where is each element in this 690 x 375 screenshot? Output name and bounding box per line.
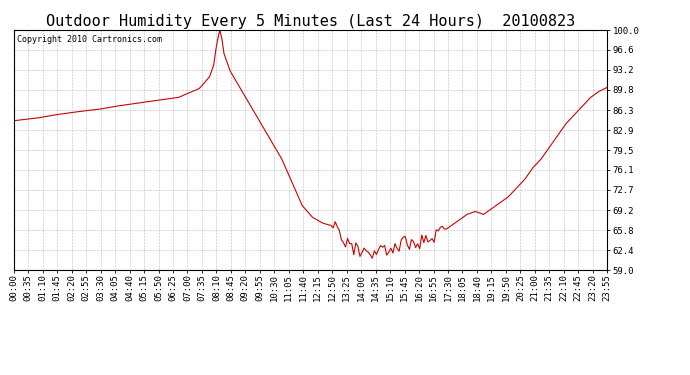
Text: Copyright 2010 Cartronics.com: Copyright 2010 Cartronics.com [17, 35, 161, 44]
Title: Outdoor Humidity Every 5 Minutes (Last 24 Hours)  20100823: Outdoor Humidity Every 5 Minutes (Last 2… [46, 14, 575, 29]
